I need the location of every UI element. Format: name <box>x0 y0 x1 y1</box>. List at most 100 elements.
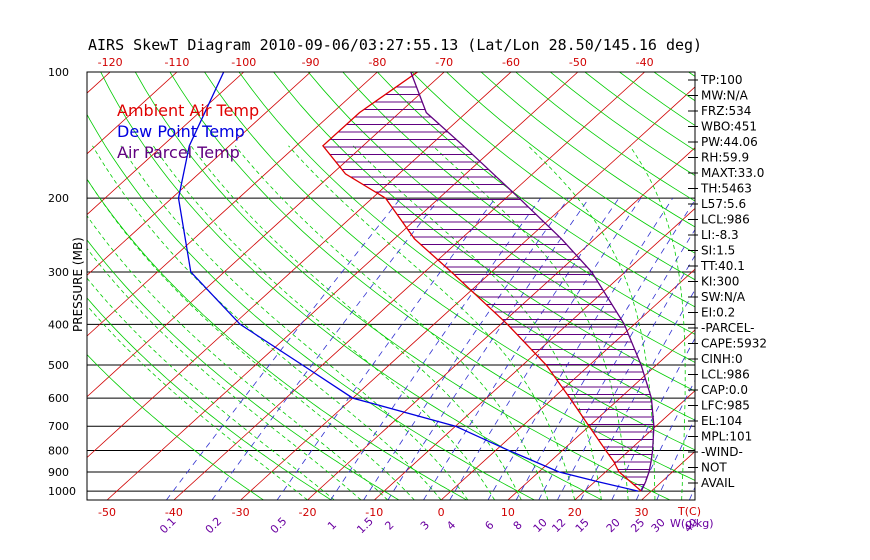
isotherm--80 <box>87 72 378 337</box>
side-panel-item: AVAIL <box>701 476 735 490</box>
pressure-tick-label: 500 <box>48 359 69 372</box>
side-panel-item: SI:1.5 <box>701 244 735 258</box>
side-panel-item: MAXT:33.0 <box>701 166 764 180</box>
isotherm--130 <box>0 72 43 500</box>
dry-adiabat <box>87 178 467 500</box>
pressure-tick-label: 300 <box>48 266 69 279</box>
mixing-ratio-label: 4 <box>444 518 458 532</box>
isotherm--40 <box>173 72 645 500</box>
bottom-temp-tick-label: -50 <box>98 506 116 519</box>
moist-adiabat <box>288 145 576 500</box>
bottom-temp-tick-label: -40 <box>165 506 183 519</box>
side-panel-item: TT:40.1 <box>700 259 745 273</box>
mixing-ratio-line <box>515 199 695 500</box>
mixing-ratio-label: 10 <box>531 516 550 535</box>
dry-adiabat <box>307 72 695 363</box>
moist-adiabat <box>152 145 495 500</box>
top-temp-tick-label: -50 <box>569 56 587 69</box>
bottom-temp-tick-label: 20 <box>568 506 582 519</box>
side-panel-item: TP:100 <box>700 73 743 87</box>
isotherm--100 <box>87 72 245 216</box>
side-panel-item: LCL:986 <box>701 368 750 382</box>
dry-adiabat <box>446 72 695 254</box>
side-panel-item: MPL:101 <box>701 430 752 444</box>
isotherm-50 <box>775 72 870 500</box>
side-panel-item: LI:-8.3 <box>701 228 739 242</box>
dry-adiabat <box>169 72 695 481</box>
side-panel-item: KI:300 <box>701 275 739 289</box>
bottom-temp-tick-label: -10 <box>365 506 383 519</box>
pressure-tick-label: 800 <box>48 445 69 458</box>
y-axis-label: PRESSURE (MB) <box>71 237 85 332</box>
dry-adiabat <box>411 72 695 281</box>
side-panel-item: EL:104 <box>701 414 742 428</box>
plot-frame <box>86 71 696 501</box>
grid-layer <box>0 72 870 500</box>
dry-adiabat <box>377 72 695 308</box>
pressure-tick-label: 700 <box>48 420 69 433</box>
moist-adiabat <box>87 215 388 500</box>
moist-adiabat <box>234 145 549 500</box>
isotherm--30 <box>240 86 695 500</box>
mixing-ratio-label: 12 <box>549 516 568 535</box>
moist-adiabat <box>527 145 656 500</box>
top-temp-tick-label: -60 <box>502 56 520 69</box>
side-panel-item: NOT <box>701 461 727 475</box>
dry-adiabat <box>273 72 695 392</box>
mixing-ratio-line <box>538 228 695 500</box>
mixing-ratio-line <box>580 288 695 500</box>
top-temp-tick-label: -120 <box>98 56 123 69</box>
side-panel-item: MW:N/A <box>701 89 749 103</box>
mixing-ratio-label: 2 <box>382 518 396 532</box>
moist-adiabat <box>87 178 415 500</box>
mixing-ratio-label: 8 <box>511 518 525 532</box>
isotherm--70 <box>87 72 445 398</box>
pressure-tick-label: 100 <box>48 66 69 79</box>
side-panel-item: -PARCEL- <box>701 321 755 335</box>
cape-hatch-layer <box>323 86 654 485</box>
side-panel-item: L57:5.6 <box>701 197 746 211</box>
isotherm--60 <box>87 72 512 459</box>
series-parcel <box>410 72 655 492</box>
side-panel-item: -WIND- <box>701 445 743 459</box>
mixing-ratio-label: 30 <box>649 516 668 535</box>
pressure-tick-label: 1000 <box>48 485 76 498</box>
dry-adiabat <box>204 72 695 451</box>
mixing-ratio-label: 20 <box>604 516 623 535</box>
pressure-tick-label: 900 <box>48 466 69 479</box>
dry-adiabat <box>87 354 264 500</box>
moist-adiabat <box>120 145 469 500</box>
side-panel-item: PW:44.06 <box>701 135 758 149</box>
dry-adiabat <box>238 72 695 421</box>
isotherm-10 <box>507 329 695 500</box>
mixing-ratio-line <box>449 197 642 500</box>
pressure-tick-label: 200 <box>48 192 69 205</box>
bottom-temp-tick-label: -30 <box>232 506 250 519</box>
bottom-temp-tick-label: 0 <box>438 506 445 519</box>
moist-adiabat <box>87 247 362 500</box>
top-temp-tick-label: -70 <box>435 56 453 69</box>
side-panel-item: LCL:986 <box>701 213 750 227</box>
side-panel-item: WBO:451 <box>701 120 757 134</box>
side-panel-item: FRZ:534 <box>701 104 751 118</box>
moist-adiabat <box>352 145 602 500</box>
top-temp-tick-label: -100 <box>231 56 256 69</box>
moist-adiabat <box>629 145 686 500</box>
mixing-ratio-line <box>276 197 496 500</box>
mixing-ratio-line <box>211 197 441 500</box>
mixing-ratio-label: 6 <box>482 518 496 532</box>
dry-adiabat <box>87 297 332 500</box>
top-temp-tick-label: -40 <box>636 56 654 69</box>
mixing-ratio-label: 3 <box>418 518 432 532</box>
series-dewpoint <box>177 72 639 492</box>
side-panel-item: SW:N/A <box>701 290 746 304</box>
legend-ambient: Ambient Air Temp <box>117 101 259 120</box>
x-axis-label: T(C) <box>677 505 701 518</box>
mixing-ratio-line <box>330 197 541 500</box>
moist-adiabat <box>92 145 442 500</box>
dry-adiabat <box>100 72 603 500</box>
moist-adiabat <box>87 305 308 500</box>
bottom-temp-tick-label: 30 <box>635 506 649 519</box>
